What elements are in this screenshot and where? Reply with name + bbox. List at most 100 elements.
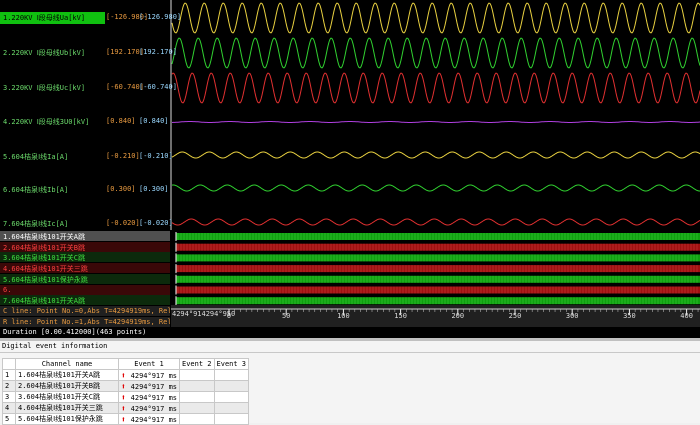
cell-text: 1.604桔泉Ⅰ线101开关A跳 (18, 371, 100, 379)
cursor-info (0, 316, 170, 327)
event-cell (213, 402, 250, 414)
channel-name[interactable]: 1.220KV Ⅰ段母线Ua[kV] (3, 14, 86, 22)
rise-icon: ⬆ (121, 392, 131, 402)
cursor-value: [-60.740] (139, 83, 177, 91)
channel-cell: 4.604桔泉Ⅰ线101开关三跳 (15, 402, 119, 414)
header-cell[interactable]: Event 2 (179, 358, 215, 370)
header-cell[interactable]: Channel name (15, 358, 119, 370)
event-cell: ⬆ 4294°917 ms (118, 380, 180, 392)
channel-name[interactable]: 6.604桔泉Ⅰ线Ib[A] (3, 186, 69, 194)
cell-text: 5.604桔泉Ⅰ线101保护永跳 (18, 415, 103, 423)
digital-name[interactable]: 4.604桔泉Ⅰ线101开关三跳 (3, 265, 88, 274)
cursor-value: [-0.210] (106, 152, 140, 160)
digital-name[interactable]: 7.604桔泉Ⅰ线101开关A跳 (3, 297, 85, 306)
channel-name[interactable]: 2.220KV Ⅰ段母线Ub[kV] (3, 49, 86, 57)
cursor-info-text: C line: Point No.=0,Abs T=4294919ms, Rel… (3, 307, 170, 315)
cursor-value: [0.840] (139, 117, 169, 125)
digital-name[interactable]: 6. (3, 285, 12, 294)
table-row[interactable]: 2 2.604桔泉Ⅰ线101开关B跳 ⬆ 4294°917 ms (2, 380, 250, 392)
cursor-value: [-0.020] (139, 219, 173, 227)
waveform-canvas: 0 50 100 150 200 250 300 350 400 (170, 0, 700, 327)
digital-bar (176, 243, 700, 251)
digital-name[interactable]: 3.604桔泉Ⅰ线101开关C跳 (3, 254, 85, 263)
digital-row (0, 295, 170, 306)
table-row[interactable]: 1 1.604桔泉Ⅰ线101开关A跳 ⬆ 4294°917 ms (2, 369, 250, 381)
table-row[interactable]: 4 4.604桔泉Ⅰ线101开关三跳 ⬆ 4294°917 ms (2, 402, 250, 414)
event-cell (213, 369, 250, 381)
cell-text: 1 (5, 371, 10, 379)
cell-text: 4.604桔泉Ⅰ线101开关三跳 (18, 404, 103, 412)
header-cell[interactable]: Event 1 (118, 358, 180, 370)
event-cell (213, 380, 250, 392)
duration-text: Duration [0.00.412000](463 points) (3, 328, 147, 336)
event-cell (213, 391, 250, 403)
header-cell (2, 358, 16, 370)
cursor-value: [0.300] (106, 185, 136, 193)
waveform (171, 37, 700, 69)
label-highlight (0, 12, 105, 24)
digital-name[interactable]: 5.604桔泉Ⅰ线101保护永跳 (3, 275, 88, 284)
event-table: Channel name Event 1 Event 2 Event 3 1 1.604桔… (2, 358, 250, 425)
waveform-viewer: 0 50 100 150 200 250 300 350 400 1.220KV Ⅰ段母线Ua[… (0, 0, 700, 338)
cell-text: 2 (5, 382, 10, 390)
event-cell (179, 402, 215, 414)
row-index: 2 (2, 380, 16, 392)
tick-label: 100 (337, 312, 350, 320)
event-cell (179, 369, 215, 381)
cursor-value: [-126.980] (139, 13, 182, 21)
channel-cell: 2.604桔泉Ⅰ线101开关B跳 (15, 380, 119, 392)
table-header: Channel name Event 1 Event 2 Event 3 (2, 358, 250, 370)
cell-text: 3.604桔泉Ⅰ线101开关C跳 (18, 393, 100, 401)
tick-label: 250 (509, 312, 522, 320)
waveform (171, 2, 700, 34)
digital-bar (176, 265, 700, 273)
digital-row (0, 263, 170, 274)
tick-label: 150 (394, 312, 407, 320)
cursor-value: [0.840] (106, 117, 136, 125)
rise-icon: ⬆ (121, 370, 131, 380)
digital-name[interactable]: 1.604桔泉Ⅰ线101开关A跳 (3, 233, 85, 241)
cell-text: 4294°917 ms (130, 415, 177, 424)
channel-cell: 3.604桔泉Ⅰ线101开关C跳 (15, 391, 119, 403)
table-row[interactable]: 3 3.604桔泉Ⅰ线101开关C跳 ⬆ 4294°917 ms (2, 391, 250, 403)
tick-label: 0 (227, 312, 231, 320)
tick-label: 50 (282, 312, 290, 320)
rise-icon: ⬆ (121, 381, 131, 391)
event-panel: Digital event information Channel name Ev… (0, 338, 700, 425)
cell-text: 4294°917 ms (130, 371, 177, 380)
digital-row (0, 284, 170, 295)
digital-name[interactable]: 2.604桔泉Ⅰ线101开关B跳 (3, 243, 85, 252)
timeline (171, 305, 700, 327)
timeline-start: 4294°914294°950 (172, 310, 236, 318)
cursor-info (0, 306, 170, 316)
channel-name[interactable]: 4.220KV Ⅰ段母线3U0[kV] (3, 118, 90, 126)
event-cell (179, 380, 215, 392)
waveform (171, 72, 700, 104)
digital-row (0, 252, 170, 263)
splitter (0, 338, 700, 341)
cursor-value: [-126.980] (106, 13, 149, 21)
cell-text: 3 (5, 393, 10, 401)
waveform (171, 218, 700, 226)
cell-text: 5 (5, 415, 10, 423)
cell-text: 4294°917 ms (130, 393, 177, 402)
cursor-value: [192.170] (139, 48, 177, 56)
row-index: 4 (2, 402, 16, 414)
digital-row (0, 241, 170, 252)
panel-title: Digital event information (2, 342, 108, 350)
channel-name[interactable]: 3.220KV Ⅰ段母线Uc[kV] (3, 84, 86, 92)
digital-bar (176, 297, 700, 305)
channel-name[interactable]: 5.604桔泉Ⅰ线Ia[A] (3, 153, 69, 161)
table-row[interactable]: 5 5.604桔泉Ⅰ线101保护永跳 ⬆ 4294°917 ms (2, 413, 250, 425)
channel-name[interactable]: 7.604桔泉Ⅰ线Ic[A] (3, 220, 69, 228)
tick-label: 350 (623, 312, 636, 320)
duration (0, 327, 700, 338)
waveform (171, 151, 700, 159)
channel-cell: 1.604桔泉Ⅰ线101开关A跳 (15, 369, 119, 381)
cell-text: 4294°917 ms (130, 404, 177, 413)
tick-label: 400 (680, 312, 693, 320)
cell-text: 2.604桔泉Ⅰ线101开关B跳 (18, 382, 100, 390)
header-cell[interactable]: Event 3 (213, 358, 250, 370)
cell-text: 4 (5, 404, 10, 412)
